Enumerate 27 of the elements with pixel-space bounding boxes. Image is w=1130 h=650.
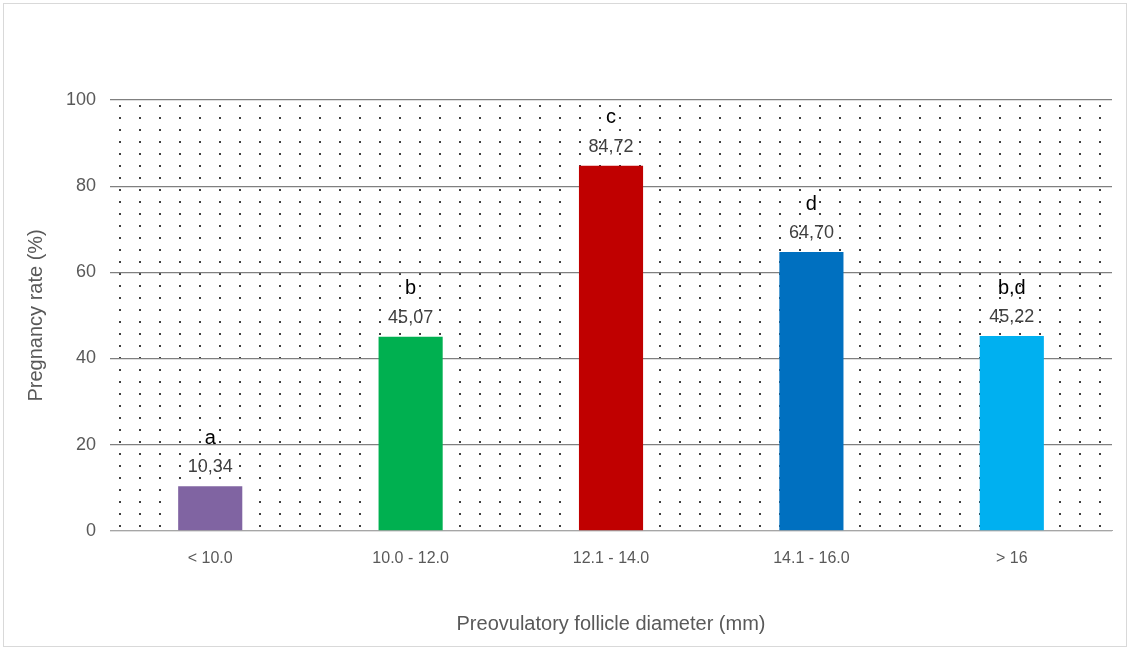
x-tick-label: 12.1 - 14.0 (572, 548, 650, 566)
bar (979, 335, 1044, 531)
bar (378, 336, 443, 531)
bar (178, 486, 243, 531)
y-tick-label: 60 (76, 261, 97, 282)
y-tick-label: 40 (76, 347, 97, 368)
data-label: 84,72 (588, 135, 634, 156)
y-tick-label: 0 (86, 519, 97, 540)
data-label: 10,34 (187, 456, 233, 477)
y-axis-title: Pregnancy rate (%) (23, 229, 46, 402)
bar (578, 165, 644, 531)
x-tick-label: < 10.0 (187, 548, 233, 566)
annotation: b,d (997, 275, 1026, 298)
annotation: c (606, 105, 617, 128)
x-tick-label: 10.0 - 12.0 (372, 548, 449, 566)
bar (779, 252, 844, 531)
annotation: b (405, 276, 417, 299)
x-axis-title: Preovulatory follicle diameter (mm) (456, 611, 766, 634)
data-label: 64,70 (788, 222, 834, 243)
y-tick-label: 100 (65, 88, 97, 109)
x-tick-label: > 16 (996, 548, 1028, 566)
annotation: d (805, 191, 817, 214)
data-label: 45,22 (989, 305, 1035, 326)
y-tick-label: 20 (76, 433, 97, 454)
annotation: a (204, 425, 217, 448)
y-tick-label: 80 (76, 175, 97, 196)
x-tick-label: 14.1 - 16.0 (773, 548, 850, 566)
